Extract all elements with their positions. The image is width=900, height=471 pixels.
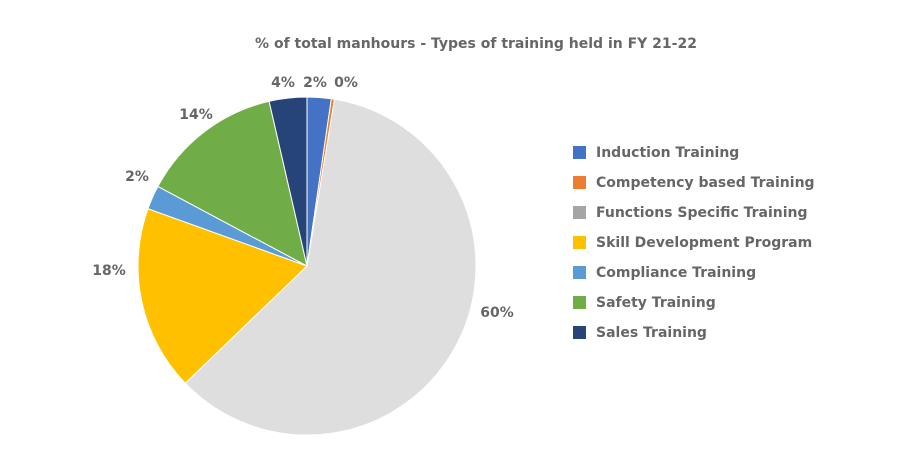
pie-slice-safety-training	[157, 100, 308, 267]
pie-slice-skill-development-program	[137, 208, 308, 384]
legend-swatch-safety-training	[573, 296, 586, 309]
data-label-sales-training: 4%	[271, 75, 295, 91]
data-label-skill-development-program: 18%	[92, 263, 126, 279]
legend-label-competency-based-training: Competency based Training	[596, 175, 815, 191]
chart-legend: Induction Training Competency based Train…	[573, 145, 815, 341]
legend-swatch-functions-specific-training	[573, 206, 586, 219]
chart-title: % of total manhours - Types of training …	[255, 36, 697, 52]
legend-label-induction-training: Induction Training	[596, 145, 739, 161]
data-label-safety-training: 14%	[179, 107, 213, 123]
pie-slice-sales-training	[268, 96, 308, 267]
legend-swatch-sales-training	[573, 326, 586, 339]
pie-slices	[137, 96, 477, 436]
legend-label-safety-training: Safety Training	[596, 295, 716, 311]
legend-swatch-compliance-training	[573, 266, 586, 279]
data-label-compliance-training: 2%	[125, 169, 149, 185]
data-label-competency-based-training: 0%	[334, 75, 358, 91]
pie-data-labels: 2% 0% 60% 18% 2% 14% 4%	[92, 75, 514, 321]
data-label-functions-specific-training: 60%	[480, 305, 514, 321]
legend-label-sales-training: Sales Training	[596, 325, 707, 341]
legend-label-skill-development-program: Skill Development Program	[596, 235, 812, 251]
legend-label-functions-specific-training: Functions Specific Training	[596, 205, 808, 221]
data-label-induction-training: 2%	[303, 75, 327, 91]
legend-swatch-induction-training	[573, 146, 586, 159]
legend-swatch-competency-based-training	[573, 176, 586, 189]
legend-swatch-skill-development-program	[573, 236, 586, 249]
legend-label-compliance-training: Compliance Training	[596, 265, 756, 281]
pie-slice-functions-specific-training	[184, 98, 477, 436]
